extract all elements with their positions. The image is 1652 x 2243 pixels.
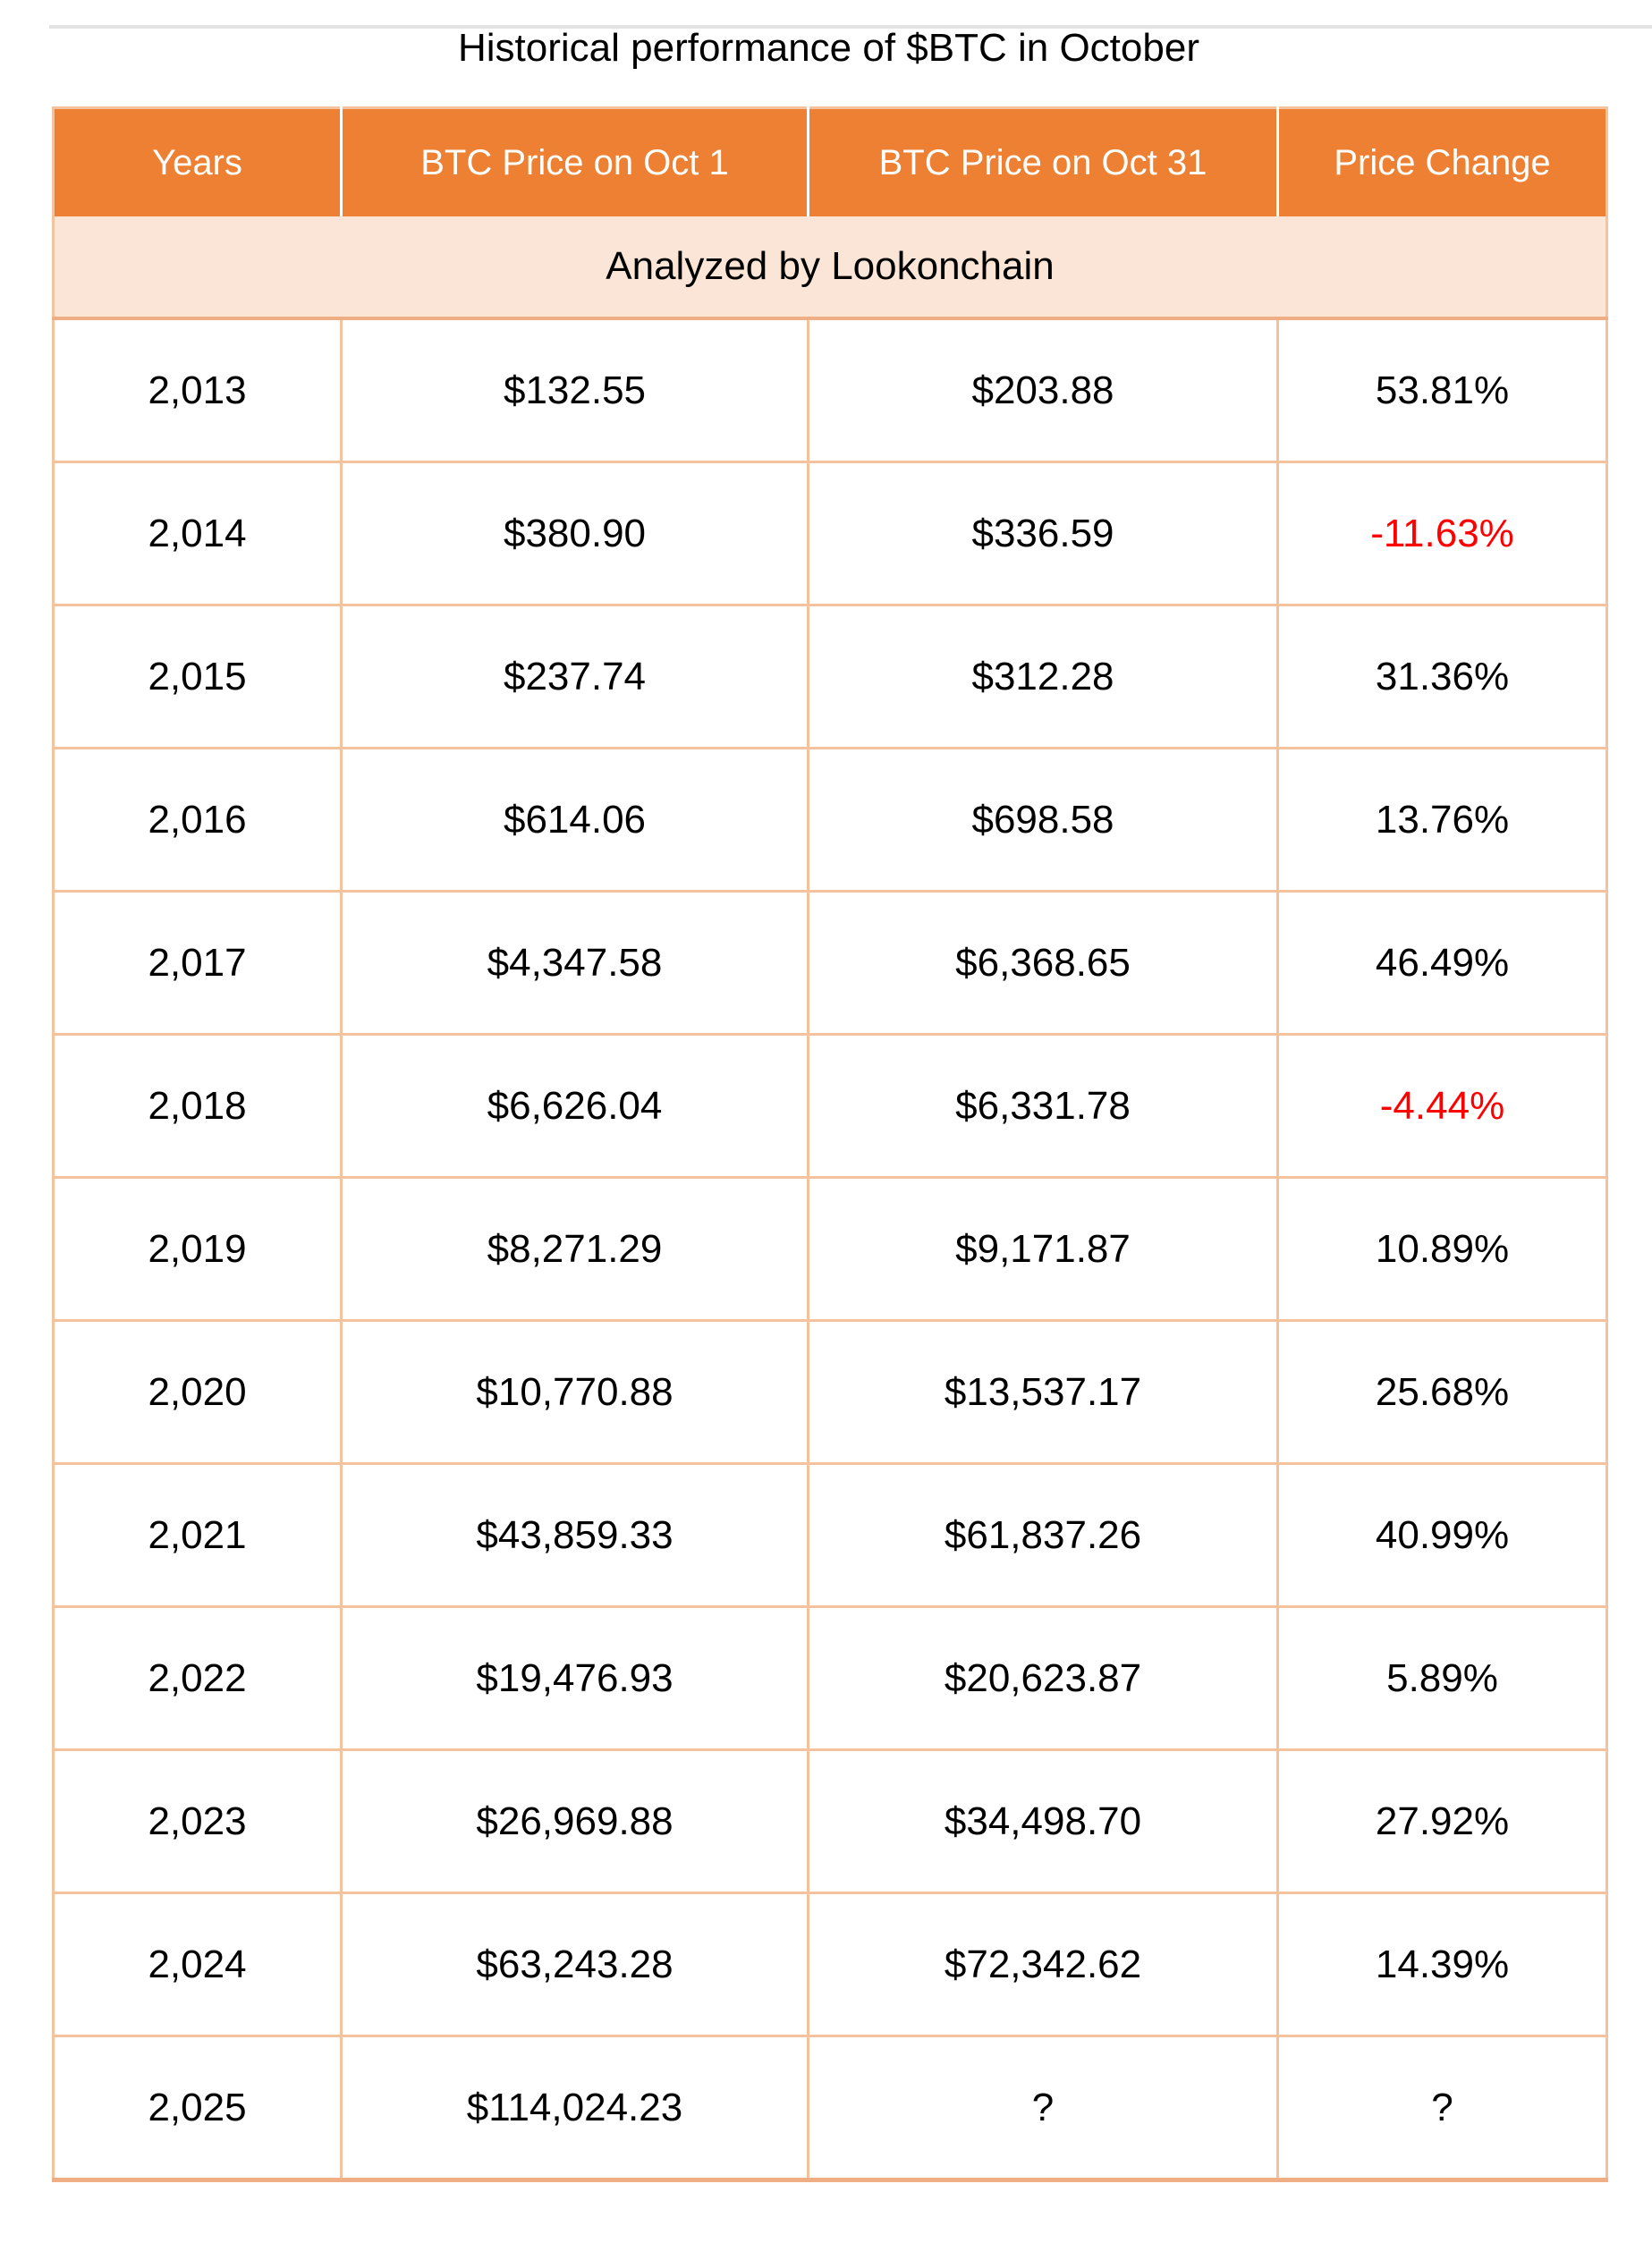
year-cell: 2,025 [53,2035,342,2180]
price-change-cell: 31.36% [1276,604,1607,749]
price-oct1-cell: $132.55 [340,317,809,462]
year-cell: 2,019 [53,1176,342,1321]
price-change-cell: ? [1276,2035,1607,2180]
price-change-cell: 46.49% [1276,890,1607,1035]
column-header-price-oct1: BTC Price on Oct 1 [341,107,809,217]
table-row: 2,023 $26,969.88 $34,498.70 27.92% [53,1748,1607,1893]
price-oct31-cell: $336.59 [807,461,1278,605]
table-row: 2,014 $380.90 $336.59 -11.63% [53,461,1607,605]
column-header-price-oct31: BTC Price on Oct 31 [808,107,1279,217]
analyzed-by-label: Analyzed by Lookonchain [53,216,1607,321]
table-row: 2,017 $4,347.58 $6,368.65 46.49% [53,890,1607,1035]
year-cell: 2,014 [53,461,342,605]
year-cell: 2,015 [53,604,342,749]
table-header: Years BTC Price on Oct 1 BTC Price on Oc… [53,107,1607,321]
year-cell: 2,023 [53,1748,342,1893]
price-oct31-cell: $34,498.70 [807,1748,1278,1893]
price-oct1-cell: $19,476.93 [340,1605,809,1750]
year-cell: 2,021 [53,1462,342,1607]
price-oct1-cell: $6,626.04 [340,1033,809,1178]
subheader-row: Analyzed by Lookonchain [53,216,1607,321]
price-change-cell: 5.89% [1276,1605,1607,1750]
table-row: 2,021 $43,859.33 $61,837.26 40.99% [53,1462,1607,1607]
column-header-price-change: Price Change [1277,107,1607,217]
price-oct1-cell: $26,969.88 [340,1748,809,1893]
price-oct31-cell: $72,342.62 [807,1892,1278,2036]
year-cell: 2,013 [53,317,342,462]
price-oct31-cell: $698.58 [807,747,1278,892]
price-oct31-cell: $6,368.65 [807,890,1278,1035]
price-change-cell: 14.39% [1276,1892,1607,2036]
table-row: 2,025 $114,024.23?? [53,2035,1607,2180]
price-oct31-cell: ? [807,2035,1278,2180]
price-oct1-cell: $380.90 [340,461,809,605]
top-divider-line [49,25,1652,29]
price-change-cell: 25.68% [1276,1319,1607,1464]
btc-october-table: Years BTC Price on Oct 1 BTC Price on Oc… [52,106,1608,2183]
table-row: 2,015 $237.74 $312.28 31.36% [53,604,1607,749]
column-header-years: Years [53,107,343,217]
page-title: Historical performance of $BTC in Octobe… [458,26,1199,70]
price-change-cell: -4.44% [1276,1033,1607,1178]
table-row: 2,016 $614.06 $698.58 13.76% [53,747,1607,892]
price-change-cell: -11.63% [1276,461,1607,605]
year-cell: 2,016 [53,747,342,892]
price-oct31-cell: $20,623.87 [807,1605,1278,1750]
price-oct1-cell: $63,243.28 [340,1892,809,2036]
table-row: 2,020 $10,770.88 $13,537.17 25.68% [53,1319,1607,1464]
price-oct1-cell: $4,347.58 [340,890,809,1035]
year-cell: 2,018 [53,1033,342,1178]
year-cell: 2,020 [53,1319,342,1464]
price-oct31-cell: $203.88 [807,317,1278,462]
year-cell: 2,017 [53,890,342,1035]
price-oct1-cell: $43,859.33 [340,1462,809,1607]
table-row: 2,019 $8,271.29 $9,171.87 10.89% [53,1176,1607,1321]
header-row: Years BTC Price on Oct 1 BTC Price on Oc… [53,107,1607,217]
price-oct1-cell: $114,024.23 [340,2035,809,2180]
table-row: 2,024 $63,243.28 $72,342.62 14.39% [53,1892,1607,2036]
year-cell: 2,024 [53,1892,342,2036]
price-change-cell: 40.99% [1276,1462,1607,1607]
price-oct1-cell: $10,770.88 [340,1319,809,1464]
table-row: 2,018 $6,626.04 $6,331.78 -4.44% [53,1033,1607,1178]
price-oct1-cell: $8,271.29 [340,1176,809,1321]
table-row: 2,013 $132.55 $203.88 53.81% [53,317,1607,462]
price-oct31-cell: $61,837.26 [807,1462,1278,1607]
price-oct1-cell: $614.06 [340,747,809,892]
price-oct31-cell: $312.28 [807,604,1278,749]
year-cell: 2,022 [53,1605,342,1750]
price-change-cell: 27.92% [1276,1748,1607,1893]
table-row: 2,022 $19,476.93 $20,623.87 5.89% [53,1605,1607,1750]
price-oct1-cell: $237.74 [340,604,809,749]
price-change-cell: 53.81% [1276,317,1607,462]
price-oct31-cell: $6,331.78 [807,1033,1278,1178]
price-oct31-cell: $13,537.17 [807,1319,1278,1464]
page: { "title": "Historical performance of $B… [0,25,1652,2243]
price-change-cell: 13.76% [1276,747,1607,892]
price-change-cell: 10.89% [1276,1176,1607,1321]
price-oct31-cell: $9,171.87 [807,1176,1278,1321]
table-body: 2,013 $132.55 $203.88 53.81% 2,014 $380.90 $33… [53,317,1607,2180]
